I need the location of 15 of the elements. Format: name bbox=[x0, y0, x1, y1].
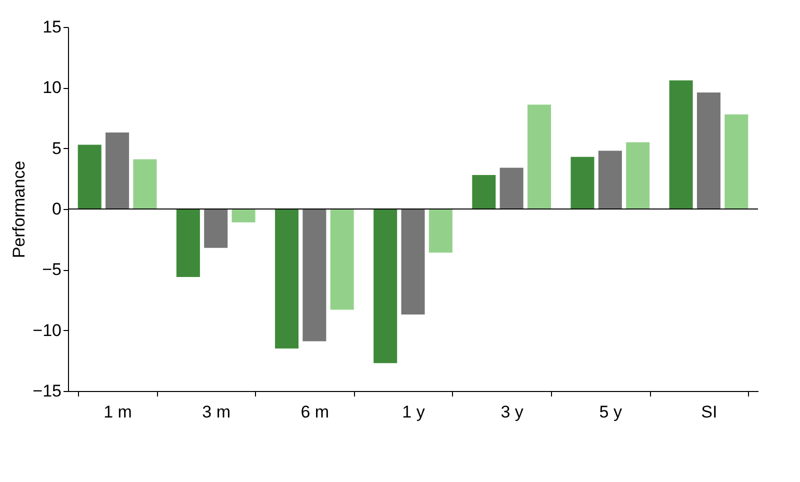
x-tick-label: 1 m bbox=[104, 402, 132, 422]
y-tick-label: −10 bbox=[32, 320, 62, 340]
x-tick-label: 5 y bbox=[599, 402, 622, 422]
y-tick-label: −15 bbox=[32, 382, 62, 400]
x-tick-label: 6 m bbox=[300, 402, 330, 422]
y-tick-label: 10 bbox=[42, 78, 62, 98]
y-tick-label: 5 bbox=[52, 138, 62, 158]
x-tick-label: SI bbox=[701, 402, 718, 422]
y-axis-title: Performance bbox=[10, 160, 29, 258]
y-tick-label: 15 bbox=[42, 18, 62, 36]
y-tick-label: 0 bbox=[52, 200, 62, 218]
y-tick-label: −5 bbox=[42, 260, 62, 280]
x-tick-label: 1 y bbox=[402, 402, 426, 422]
x-tick-label: 3 y bbox=[500, 402, 524, 422]
x-tick-label: 3 m bbox=[202, 402, 231, 422]
